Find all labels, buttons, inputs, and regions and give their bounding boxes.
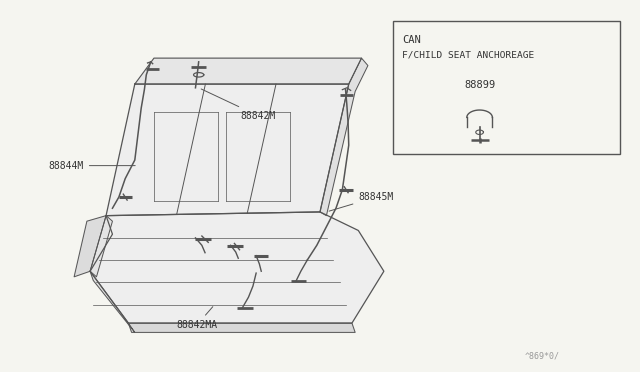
Polygon shape [106, 84, 349, 216]
Polygon shape [129, 323, 355, 333]
Text: ^869*0/: ^869*0/ [524, 352, 559, 361]
Text: 88899: 88899 [464, 80, 495, 90]
Text: F/CHILD SEAT ANCHOREAGE: F/CHILD SEAT ANCHOREAGE [403, 51, 534, 60]
Polygon shape [90, 216, 113, 277]
Polygon shape [74, 216, 106, 277]
Text: 88842MA: 88842MA [176, 307, 218, 330]
Polygon shape [320, 58, 368, 216]
Text: 88844M: 88844M [49, 161, 135, 171]
Text: CAN: CAN [403, 35, 421, 45]
Polygon shape [90, 212, 384, 323]
Polygon shape [90, 271, 135, 333]
Text: 88845M: 88845M [329, 192, 394, 211]
Bar [394, 21, 620, 154]
Polygon shape [135, 58, 362, 84]
Text: 88842M: 88842M [201, 89, 275, 121]
